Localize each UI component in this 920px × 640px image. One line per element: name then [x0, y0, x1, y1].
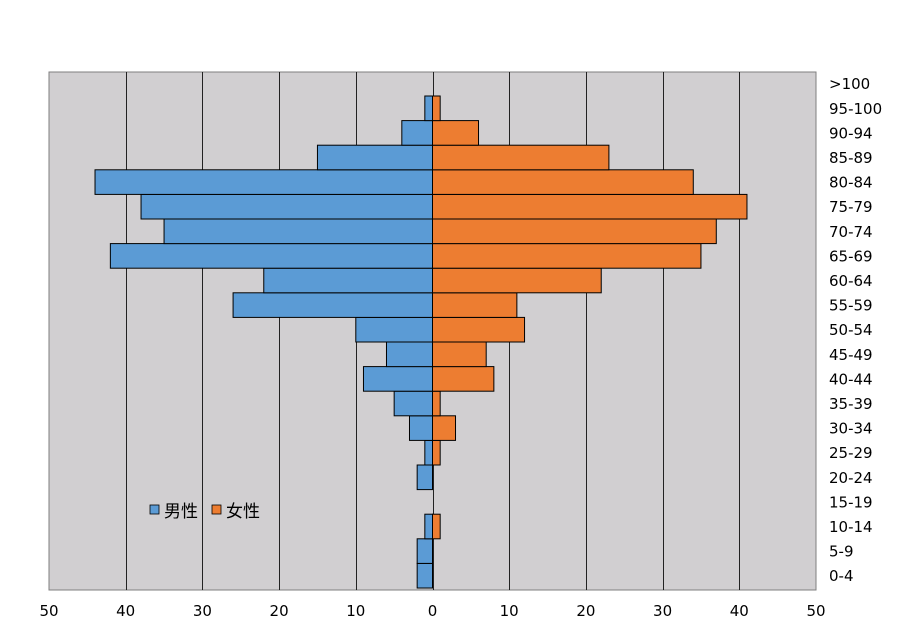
female-bar-50-54 [432, 316, 526, 343]
age-group-label: 45-49 [829, 346, 873, 364]
female-bar-40-44 [432, 366, 495, 392]
male-bar-60-64 [263, 267, 434, 294]
x-tick-label: 20 [576, 602, 595, 620]
male-bar-40-44 [362, 366, 433, 392]
series-female-bars [432, 95, 748, 540]
legend-label-male: 男性 [164, 502, 198, 522]
x-tick-label: 0 [428, 602, 438, 620]
x-tick-label: 30 [653, 602, 672, 620]
age-group-label: >100 [829, 75, 870, 93]
female-bar-90-94 [432, 120, 480, 146]
age-group-label: 85-89 [829, 149, 873, 167]
x-tick-label: 40 [730, 602, 749, 620]
female-bar-45-49 [432, 341, 487, 368]
age-group-label: 55-59 [829, 297, 873, 315]
male-bar-50-54 [355, 316, 433, 343]
female-bar-70-74 [432, 218, 717, 245]
age-group-label: 25-29 [829, 444, 873, 462]
female-bar-35-39 [432, 390, 441, 417]
female-bar-30-34 [432, 415, 457, 441]
age-group-label: 80-84 [829, 174, 873, 192]
female-bar-75-79 [432, 193, 748, 220]
male-bar-85-89 [316, 144, 434, 171]
female-bar-55-59 [432, 292, 518, 318]
age-group-label: 40-44 [829, 370, 873, 388]
male-bar-10-14 [424, 513, 433, 540]
male-bar-25-29 [424, 439, 433, 466]
female-bar-65-69 [432, 243, 702, 269]
legend-swatch-female [211, 504, 222, 515]
age-group-label: 60-64 [829, 272, 873, 290]
x-tick-label: 50 [39, 602, 58, 620]
age-group-label: 20-24 [829, 469, 873, 487]
x-tick-label: 50 [806, 602, 825, 620]
age-group-label: 0-4 [829, 567, 854, 585]
x-tick-label: 30 [193, 602, 212, 620]
age-group-label: 90-94 [829, 124, 873, 142]
age-group-label: 15-19 [829, 493, 873, 511]
age-group-label: 95-100 [829, 100, 882, 118]
age-group-label: 5-9 [829, 543, 854, 561]
male-bar-90-94 [401, 120, 434, 146]
female-bar-25-29 [432, 439, 441, 466]
x-tick-label: 10 [346, 602, 365, 620]
y-axis-category-labels: 0-4 5-9 10-14 15-19 20-24 25-29 30-34 35-39 40-4… [829, 75, 882, 585]
age-group-label: 65-69 [829, 247, 873, 265]
legend: 男性 女性 [149, 502, 260, 522]
male-bar-5-9 [416, 538, 434, 564]
male-bar-30-34 [408, 415, 433, 441]
legend-label-female: 女性 [226, 502, 260, 522]
female-bar-10-14 [432, 513, 441, 540]
male-bar-55-59 [232, 292, 433, 318]
x-tick-label: 20 [270, 602, 289, 620]
x-tick-label: 10 [500, 602, 519, 620]
male-bar-95-100 [424, 95, 433, 122]
age-group-label: 35-39 [829, 395, 873, 413]
age-group-label: 10-14 [829, 518, 873, 536]
female-bar-60-64 [432, 267, 602, 294]
male-bar-70-74 [163, 218, 434, 245]
age-group-label: 50-54 [829, 321, 873, 339]
series-male-bars [94, 95, 434, 589]
x-tick-label: 40 [116, 602, 135, 620]
age-group-label: 70-74 [829, 223, 873, 241]
male-bar-80-84 [94, 169, 434, 195]
female-bar-80-84 [432, 169, 694, 195]
legend-swatch-male [149, 504, 160, 515]
male-bar-20-24 [416, 464, 434, 491]
age-group-label: 30-34 [829, 420, 873, 438]
age-group-label: 75-79 [829, 198, 873, 216]
x-axis-tick-labels: 50 40 30 20 10 0 10 20 30 40 50 [39, 602, 825, 620]
male-bar-75-79 [140, 193, 433, 220]
female-bar-95-100 [432, 95, 441, 122]
male-bar-35-39 [393, 390, 433, 417]
male-bar-65-69 [109, 243, 434, 269]
male-bar-45-49 [385, 341, 434, 368]
male-bar-0-4 [416, 562, 434, 589]
female-bar-85-89 [432, 144, 610, 171]
